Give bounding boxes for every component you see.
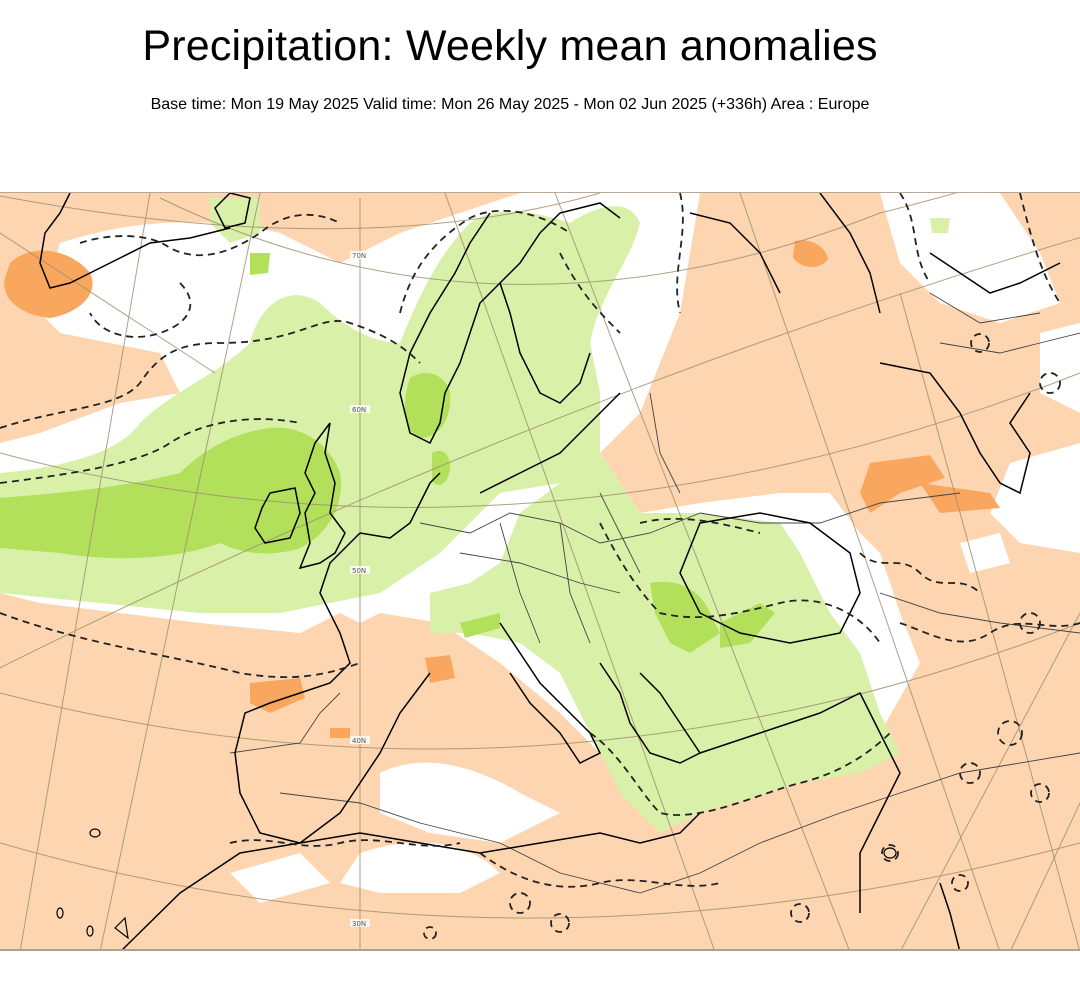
lat-label-50n: 50N [352,567,366,575]
europe-precipitation-anomaly-map: 70N 60N 50N 40N 30N [0,192,1080,951]
lat-label-40n: 40N [352,737,366,745]
lat-label-70n: 70N [352,252,366,260]
country-borders [229,292,1080,894]
small-islands [56,828,897,940]
lat-label-60n: 60N [352,406,366,414]
coastlines [39,193,1061,949]
chart-title: Precipitation: Weekly mean anomalies [142,22,878,70]
latitude-labels: 70N 60N 50N 40N 30N [350,251,370,928]
lat-label-30n: 30N [352,920,366,928]
graticule-lines [0,193,1080,949]
chart-subtitle: Base time: Mon 19 May 2025 Valid time: M… [150,96,870,113]
significance-contours [0,193,1080,940]
